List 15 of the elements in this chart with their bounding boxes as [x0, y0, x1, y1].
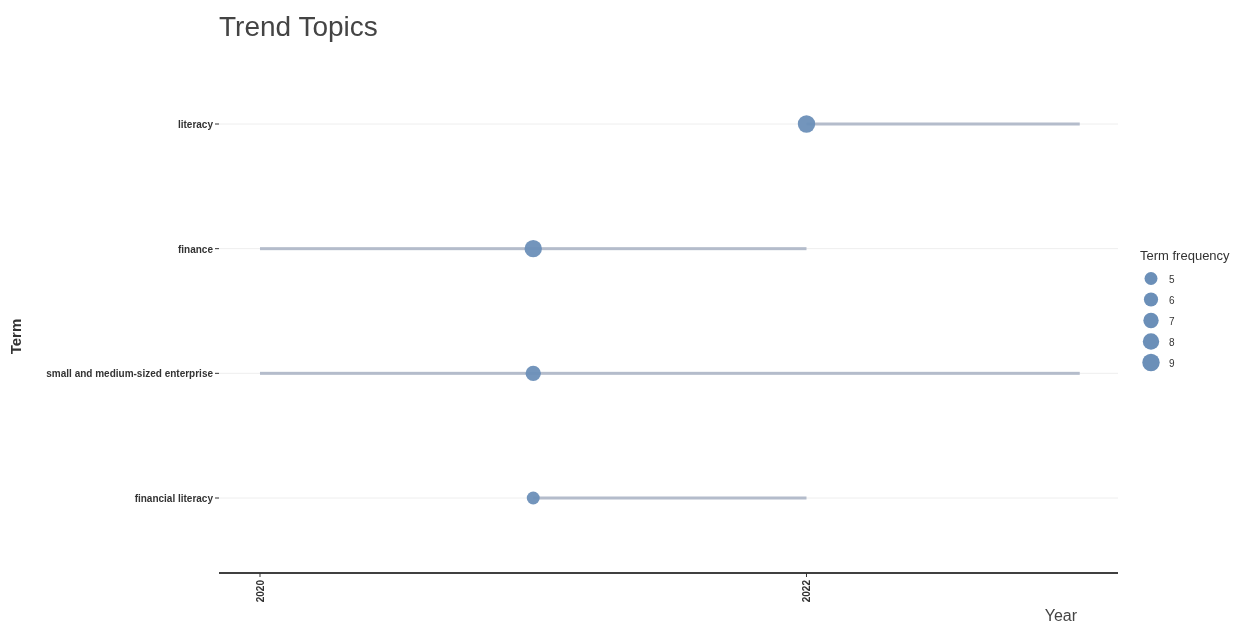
- y-tick-label: small and medium-sized enterprise: [46, 368, 214, 380]
- x-tick-label: 2022: [801, 579, 813, 603]
- legend-label: 5: [1169, 273, 1175, 285]
- legend-label: 8: [1169, 336, 1175, 348]
- x-axis-title: Year: [1044, 607, 1078, 624]
- x-tick-label: 2020: [254, 579, 266, 603]
- y-tick-label: literacy: [177, 119, 214, 130]
- y-axis-title: Term: [7, 318, 24, 355]
- legend-label: 7: [1169, 315, 1175, 327]
- legend-label: 9: [1169, 357, 1175, 369]
- legend-title: Term frequency: [1140, 248, 1231, 263]
- chart-title: Trend Topics: [219, 11, 378, 42]
- y-tick-label: finance: [177, 243, 214, 255]
- legend-label: 6: [1169, 294, 1175, 306]
- y-tick-label: financial literacy: [134, 493, 214, 504]
